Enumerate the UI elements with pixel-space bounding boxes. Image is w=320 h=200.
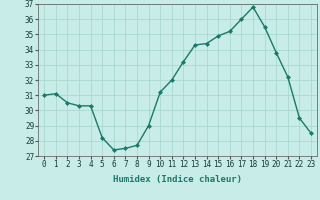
X-axis label: Humidex (Indice chaleur): Humidex (Indice chaleur) [113,175,242,184]
